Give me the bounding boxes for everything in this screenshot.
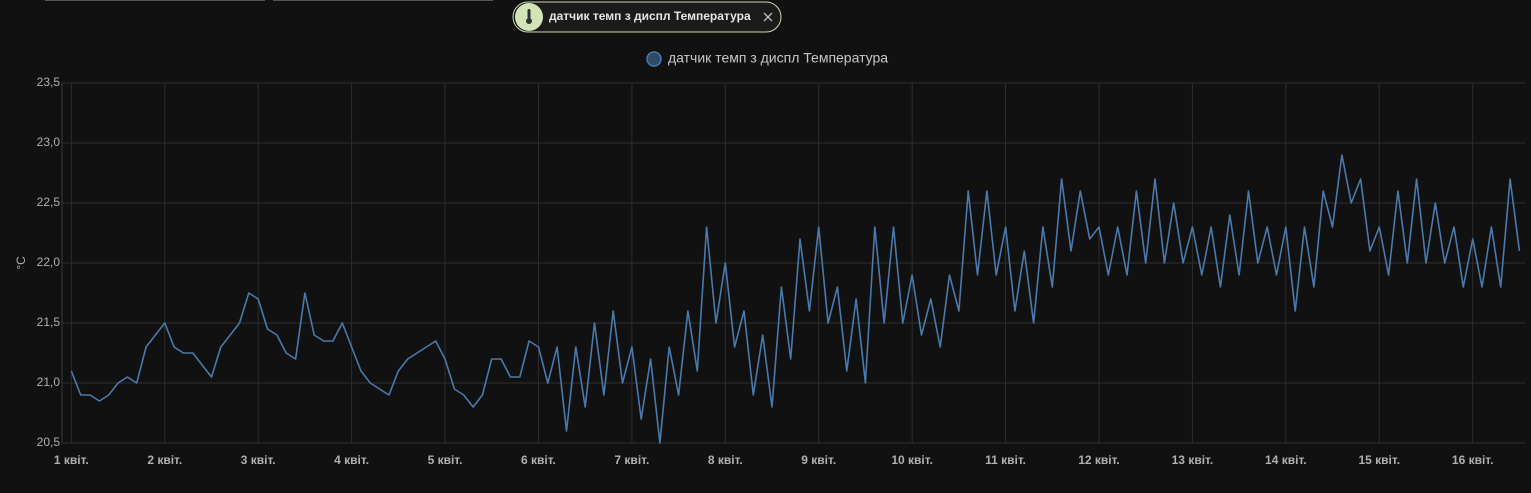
x-tick-label: 1 квіт. xyxy=(54,453,89,467)
x-tick-label: 5 квіт. xyxy=(428,453,463,467)
x-tick-label: 6 квіт. xyxy=(521,453,556,467)
thermometer-bulb xyxy=(526,18,532,24)
x-tick-label: 2 квіт. xyxy=(147,453,182,467)
x-tick-label: 9 квіт. xyxy=(801,453,836,467)
x-tick-label: 10 квіт. xyxy=(891,453,933,467)
y-tick-label: 21,5 xyxy=(37,315,61,329)
y-tick-label: 22,0 xyxy=(37,255,61,269)
legend-swatch[interactable] xyxy=(646,51,662,67)
y-tick-label: 22,5 xyxy=(37,195,61,209)
series-line xyxy=(70,154,1521,444)
y-tick-label: 21,0 xyxy=(37,375,61,389)
y-tick-label: 23,0 xyxy=(37,135,61,149)
y-axis-label: °C xyxy=(14,256,28,270)
chip-outline xyxy=(512,1,782,33)
y-tick-label: 20,5 xyxy=(37,435,61,449)
y-tick-label: 23,5 xyxy=(37,75,61,89)
x-tick-label: 4 квіт. xyxy=(334,453,369,467)
x-tick-label: 16 квіт. xyxy=(1452,453,1494,467)
legend-label[interactable]: датчик темп з диспл Температура xyxy=(668,50,888,66)
x-tick-label: 3 квіт. xyxy=(241,453,276,467)
x-tick-label: 14 квіт. xyxy=(1265,453,1307,467)
chip-remove[interactable] xyxy=(763,12,773,22)
x-tick-label: 11 квіт. xyxy=(985,453,1026,467)
x-tick-label: 15 квіт. xyxy=(1358,453,1400,467)
x-tick-label: 8 квіт. xyxy=(708,453,743,467)
x-tick-label: 12 квіт. xyxy=(1078,453,1120,467)
filter-chip[interactable]: датчик темп з диспл Температура xyxy=(512,1,782,33)
x-tick-label: 13 квіт. xyxy=(1172,453,1214,467)
chip-label: датчик темп з диспл Температура xyxy=(549,9,751,23)
x-tick-label: 7 квіт. xyxy=(614,453,649,467)
thermometer-icon xyxy=(527,9,531,19)
